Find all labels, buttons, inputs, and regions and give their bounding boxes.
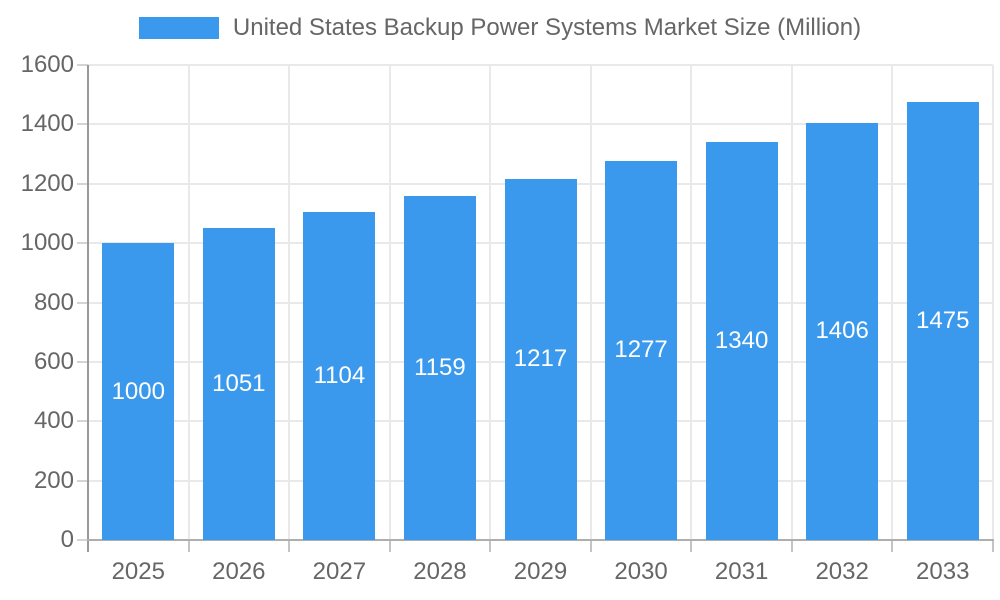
x-gridline xyxy=(891,65,894,540)
y-axis-tick xyxy=(77,242,88,245)
y-axis-tick xyxy=(77,420,88,423)
y-axis-tick-label: 600 xyxy=(33,347,74,375)
x-axis-tick-label: 2032 xyxy=(815,558,869,585)
y-axis-tick-label: 800 xyxy=(33,288,74,316)
bar-2028[interactable] xyxy=(403,195,476,540)
x-axis-tick xyxy=(489,540,492,552)
bar-2033[interactable] xyxy=(906,102,979,540)
x-axis-tick-label: 2028 xyxy=(413,558,467,585)
x-axis-tick-label: 2033 xyxy=(916,558,970,585)
x-axis-tick xyxy=(288,540,291,552)
y-axis-tick xyxy=(77,182,88,185)
x-gridline xyxy=(790,65,793,540)
y-axis-tick-label: 1200 xyxy=(20,169,74,197)
x-axis-tick xyxy=(790,540,793,552)
x-axis-tick xyxy=(992,540,994,552)
bar-value-label: 1340 xyxy=(714,327,769,355)
x-axis-tick-label: 2031 xyxy=(714,558,769,585)
bar-value-label: 1277 xyxy=(614,336,668,364)
bar-2029[interactable] xyxy=(504,178,577,540)
bar-2026[interactable] xyxy=(202,227,275,540)
y-axis-tick-label: 1400 xyxy=(20,110,74,138)
x-gridline xyxy=(992,65,994,540)
y-axis-tick-label: 200 xyxy=(33,466,74,494)
y-gridline xyxy=(88,123,993,126)
x-gridline xyxy=(589,65,592,540)
x-axis-tick-label: 2026 xyxy=(212,558,266,585)
y-axis-tick xyxy=(77,360,88,363)
x-axis-tick xyxy=(690,540,693,552)
x-axis-tick-label: 2027 xyxy=(312,558,367,585)
x-gridline xyxy=(690,65,693,540)
x-axis-tick xyxy=(187,540,190,552)
bar-value-label: 1000 xyxy=(111,377,165,405)
bar-value-label: 1475 xyxy=(916,307,970,335)
bar-value-label: 1217 xyxy=(513,345,568,373)
y-axis-tick-label: 1600 xyxy=(20,51,74,78)
y-axis-tick-label: 0 xyxy=(60,526,74,553)
y-axis-tick-label: 400 xyxy=(33,407,74,435)
bar-value-label: 1051 xyxy=(212,369,266,397)
y-gridline xyxy=(88,64,993,66)
x-gridline xyxy=(288,65,291,540)
x-axis-tick xyxy=(589,540,592,552)
x-axis-line xyxy=(87,539,994,541)
y-axis-tick xyxy=(77,64,88,66)
x-axis-tick-label: 2025 xyxy=(111,558,165,585)
y-axis-tick xyxy=(77,479,88,482)
chart-legend[interactable]: United States Backup Power Systems Marke… xyxy=(0,14,1000,42)
x-gridline xyxy=(489,65,492,540)
x-axis-tick-label: 2030 xyxy=(614,558,668,585)
y-axis-tick xyxy=(77,123,88,126)
x-axis-tick xyxy=(388,540,391,552)
x-axis-tick xyxy=(891,540,894,552)
bar-value-label: 1159 xyxy=(414,353,466,381)
x-axis-tick-label: 2029 xyxy=(513,558,568,585)
bar-2025[interactable] xyxy=(102,243,175,540)
y-axis-tick-label: 1000 xyxy=(20,229,74,257)
bar-2027[interactable] xyxy=(303,212,376,540)
y-axis-tick xyxy=(77,301,88,304)
bar-2031[interactable] xyxy=(705,142,778,540)
bar-value-label: 1104 xyxy=(313,362,366,390)
y-axis-line xyxy=(87,65,89,552)
legend-color-swatch[interactable] xyxy=(138,17,219,39)
x-gridline xyxy=(388,65,391,540)
bar-value-label: 1406 xyxy=(815,317,869,345)
legend-series-label[interactable]: United States Backup Power Systems Marke… xyxy=(232,14,862,41)
x-gridline xyxy=(187,65,190,540)
y-axis-tick xyxy=(77,539,88,541)
bar-2030[interactable] xyxy=(605,160,678,540)
bar-2032[interactable] xyxy=(806,122,879,540)
